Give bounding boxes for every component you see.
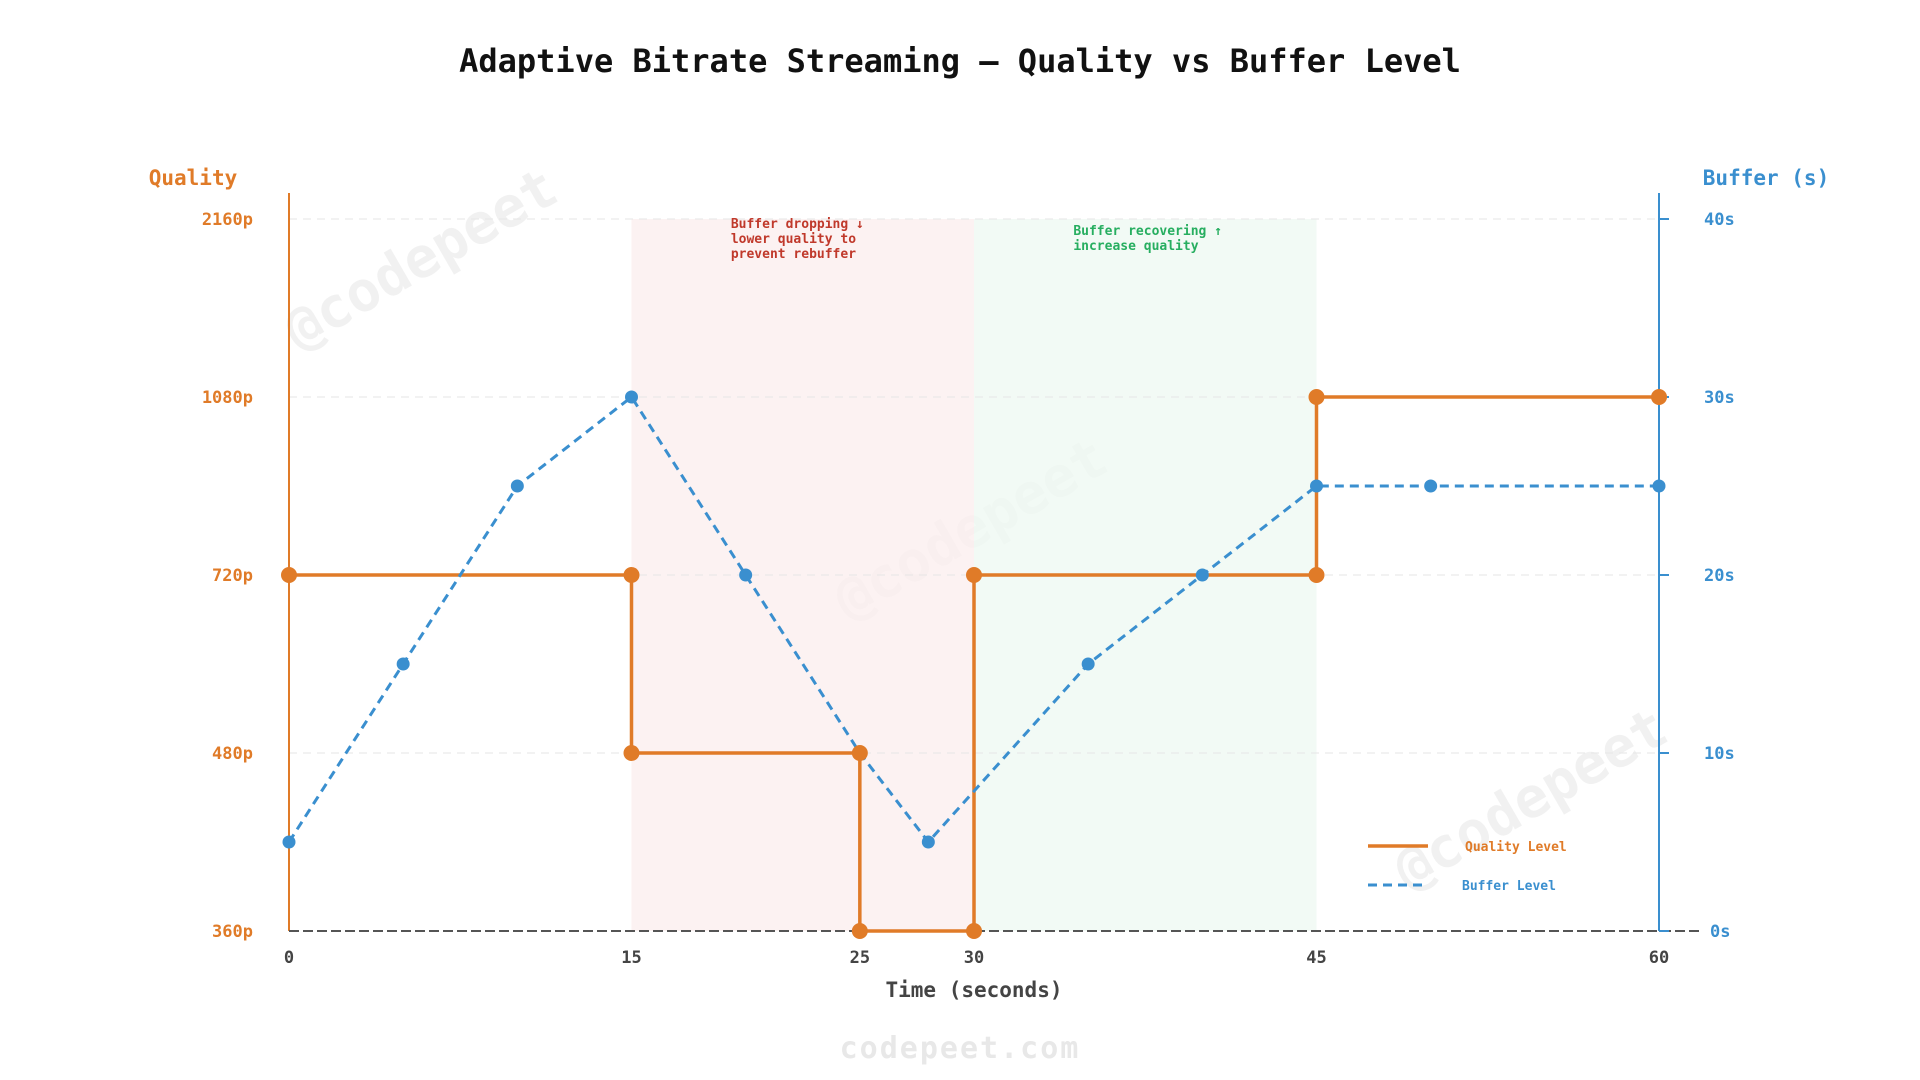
quality-point xyxy=(281,567,297,583)
quality-tick-label: 360p xyxy=(212,922,253,942)
x-tick-label: 30 xyxy=(964,948,984,968)
buffer-point xyxy=(1652,479,1666,493)
footer-text: codepeet.com xyxy=(840,1031,1081,1066)
buffer-point xyxy=(510,479,524,493)
buffer-tick-label: 0s xyxy=(1710,922,1730,942)
legend-buffer-label: Buffer Level xyxy=(1462,879,1556,894)
right-axis-title: Buffer (s) xyxy=(1703,166,1829,190)
region-annotation: Buffer dropping ↓ xyxy=(731,217,864,232)
x-tick-label: 60 xyxy=(1649,948,1669,968)
quality-point xyxy=(1651,389,1667,405)
buffer-point xyxy=(396,657,410,671)
buffer-tick-label: 30s xyxy=(1704,388,1735,408)
region-annotation: Buffer recovering ↑ xyxy=(1073,224,1222,239)
quality-tick-label: 720p xyxy=(212,566,253,586)
x-tick-label: 45 xyxy=(1306,948,1326,968)
region-annotation: prevent rebuffer xyxy=(731,247,856,262)
quality-tick-label: 1080p xyxy=(202,388,253,408)
buffer-point xyxy=(921,835,935,849)
quality-point xyxy=(966,567,982,583)
legend-quality-label: Quality Level xyxy=(1465,840,1567,855)
buffer-point xyxy=(1195,568,1209,582)
buffer-point xyxy=(1081,657,1095,671)
buffer-point xyxy=(1424,479,1438,493)
chart-title: Adaptive Bitrate Streaming — Quality vs … xyxy=(459,42,1461,80)
x-tick-label: 25 xyxy=(850,948,870,968)
buffer-level-line xyxy=(287,394,1659,845)
buffer-point xyxy=(739,568,753,582)
left-axis-title: Quality xyxy=(149,166,238,190)
quality-point xyxy=(851,923,868,939)
buffer-tick-label: 20s xyxy=(1704,566,1735,586)
quality-point xyxy=(966,923,982,939)
quality-point xyxy=(1308,567,1325,583)
region-annotation: increase quality xyxy=(1073,239,1198,254)
buffer-point xyxy=(1310,479,1323,493)
region-annotation: lower quality to xyxy=(731,232,856,247)
buffer-point xyxy=(282,835,296,849)
quality-point xyxy=(851,745,868,761)
buffer-tick-label: 40s xyxy=(1704,210,1735,230)
x-axis-title: Time (seconds) xyxy=(885,978,1062,1002)
quality-tick-label: 480p xyxy=(212,744,253,764)
quality-point xyxy=(1308,389,1325,405)
buffer-tick-label: 10s xyxy=(1704,744,1735,764)
watermark-text: @codepeet xyxy=(273,155,568,363)
x-tick-label: 15 xyxy=(621,948,641,968)
quality-tick-label: 2160p xyxy=(202,210,253,230)
x-tick-label: 0 xyxy=(284,948,294,968)
quality-point xyxy=(623,567,640,583)
buffer-point xyxy=(625,390,638,404)
quality-point xyxy=(623,745,640,761)
watermark-text: @codepeet xyxy=(1383,695,1678,903)
